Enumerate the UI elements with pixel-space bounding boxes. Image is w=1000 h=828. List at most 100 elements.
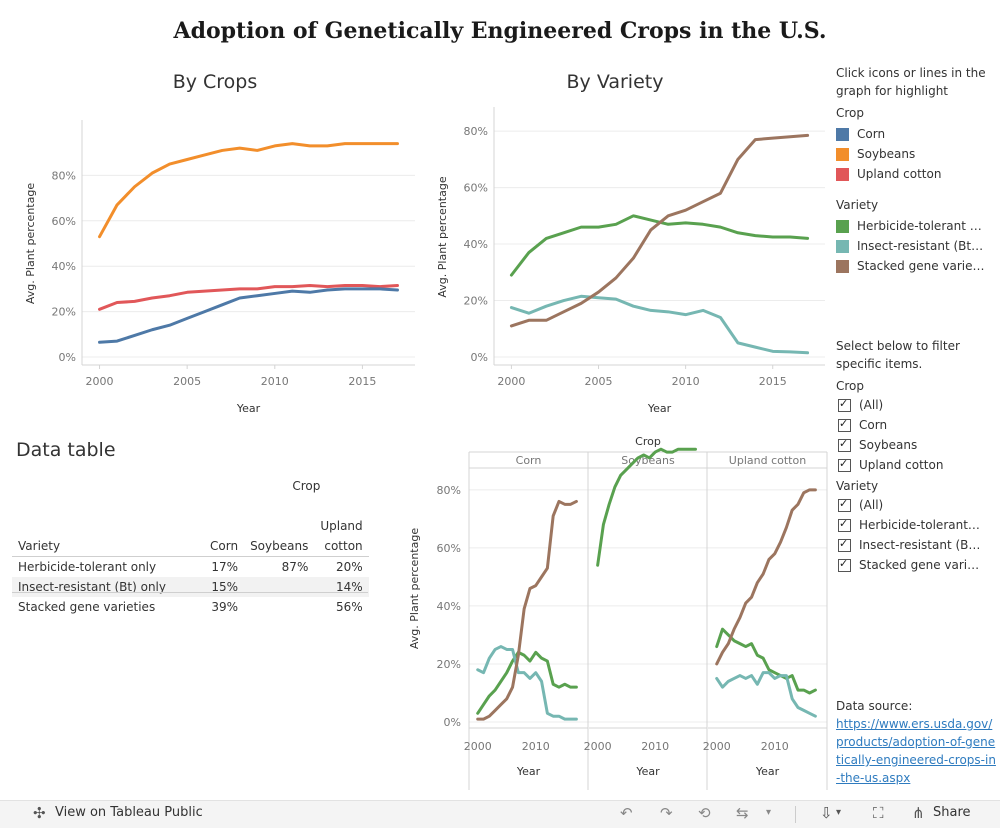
filter-instruction: Select below to filter specific items. [836,339,960,371]
legend-item-corn[interactable]: Corn [836,124,996,144]
facet-label-soybeans: Soybeans [621,454,675,467]
soybeans-swatch-icon [836,147,849,161]
checkbox-icon[interactable] [838,417,851,432]
cell-cotton: 14% [314,577,369,597]
y-tick-label: 0% [59,351,76,364]
row-variety: Insect-resistant (Bt) only [12,577,204,597]
x-tick-label: 2010 [672,375,700,388]
filter-variety-herbicide[interactable]: Herbicide-tolerant o... [836,515,996,535]
x-tick-label: 2010 [522,740,550,753]
cell-soybeans [244,577,315,597]
checkbox-icon[interactable] [838,437,851,452]
cell-cotton: 20% [335,560,363,574]
y-axis-title: Avg. Plant percentage [408,528,421,649]
table-crop-header: Crop [292,479,321,493]
checkbox-icon[interactable] [838,397,851,412]
cell-soybeans: 87% [281,560,309,574]
table-row[interactable]: Stacked gene varieties 39% 56% [12,597,369,617]
y-tick-label: 20% [437,658,461,671]
filter-variety-insect[interactable]: Insect-resistant (Bt)... [836,535,996,555]
view-on-tableau-public-link[interactable]: View on Tableau Public [55,805,203,820]
legend-crop-heading: Crop [836,106,865,120]
series-line-upland-cotton-herbicide-tolerant-only [715,627,817,695]
filter-crop-all[interactable]: (All) [836,395,996,415]
table-row[interactable]: Insect-resistant (Bt) only 15% 14% [12,577,369,597]
cell-corn: 39% [211,600,239,614]
x-axis-title: Year [635,765,660,778]
series-line-insect-resistant-bt-only [509,294,810,355]
table-col-soybeans: Soybeans [244,536,315,557]
x-tick-label: 2005 [173,375,201,388]
chevron-down-icon[interactable]: ▾ [766,807,772,818]
filter-variety-stacked[interactable]: Stacked gene varieti... [836,555,996,575]
facet-label-upland-cotton: Upland cotton [729,454,806,467]
tableau-icon: ✣ [33,804,46,822]
filter-label: Stacked gene varieti... [859,558,983,572]
series-line-upland-cotton [98,283,399,311]
facet-header: Crop [635,435,661,448]
dashboard-title: Adoption of Genetically Engineered Crops… [173,18,827,44]
y-axis-title: Avg. Plant percentage [436,176,449,297]
cotton-swatch-icon [836,167,849,181]
share-icon[interactable]: ⋔ [912,804,925,822]
series-line-soybeans-herbicide-tolerant-only [596,447,697,567]
table-col-upland: Upland [320,519,363,533]
legend-item-insect[interactable]: Insect-resistant (Bt) ... [836,236,996,256]
legend-instruction: Click icons or lines in the graph for hi… [836,66,986,98]
legend-item-stacked[interactable]: Stacked gene varieties [836,256,996,276]
undo-icon[interactable]: ↶ [620,804,633,822]
refresh-icon[interactable]: ⇆ [736,804,749,822]
x-tick-label: 2010 [761,740,789,753]
y-tick-label: 40% [52,260,76,273]
data-source-link[interactable]: https://www.ers.usda.gov/products/adopti… [836,717,996,785]
legend-label: Herbicide-tolerant o... [857,219,987,233]
legend-item-herbicide[interactable]: Herbicide-tolerant o... [836,216,996,236]
y-axis-title: Avg. Plant percentage [24,183,37,304]
x-tick-label: 2000 [86,375,114,388]
filter-label: Corn [859,418,888,432]
by-crops-chart[interactable]: 0% 20% 40% 60% 80% 2000 2005 2010 2015 Year Avg. P… [0,95,420,425]
y-tick-label: 60% [464,182,488,195]
legend-item-upland-cotton[interactable]: Upland cotton [836,164,996,184]
download-icon[interactable]: ⇩ [820,804,833,822]
legend-variety-heading: Variety [836,198,879,212]
series-line-corn-herbicide-tolerant-only [476,650,578,715]
series-line-upland-cotton-stacked-gene-varieties [715,488,817,666]
bottom-toolbar: ✣ View on Tableau Public ↶ ↷ ⟲ ⇆ ▾ ⇩ ▾ ⛶… [0,800,1000,828]
checkbox-icon[interactable] [838,457,851,472]
y-tick-label: 80% [464,125,488,138]
redo-icon[interactable]: ↷ [660,804,673,822]
data-table: Crop Upland Variety Corn Soybeans cotton… [12,476,369,617]
by-variety-chart[interactable]: 0% 20% 40% 60% 80% 2000 2005 2010 2015 Year Avg. P… [420,95,830,425]
faceted-variety-by-crop-chart[interactable]: Crop 0% 20% 40% 60% 80% Avg. Plant percentage C… [400,430,830,800]
filter-label: (All) [859,498,884,512]
checkbox-icon[interactable] [838,557,851,572]
cell-cotton: 56% [335,600,363,614]
filter-crop-soybeans[interactable]: Soybeans [836,435,996,455]
checkbox-icon[interactable] [838,517,851,532]
chevron-down-icon[interactable]: ▾ [836,807,842,818]
filter-crop-heading: Crop [836,379,865,393]
legend-panel: Click icons or lines in the graph for hi… [836,64,996,276]
legend-item-soybeans[interactable]: Soybeans [836,144,996,164]
filter-label: Soybeans [859,438,918,452]
filter-variety-all[interactable]: (All) [836,495,996,515]
table-col-corn: Corn [204,536,245,557]
chart-title-by-variety: By Variety [566,71,664,93]
data-table-heading: Data table [16,439,116,461]
share-button[interactable]: Share [933,805,971,820]
fullscreen-icon[interactable]: ⛶ [873,804,884,822]
filter-crop-upland-cotton[interactable]: Upland cotton [836,455,996,475]
table-col-cotton: cotton [314,536,369,557]
series-line-corn-insect-resistant-bt-only [476,645,578,721]
data-source: Data source: https://www.ers.usda.gov/pr… [836,697,996,787]
checkbox-icon[interactable] [838,537,851,552]
table-row[interactable]: Herbicide-tolerant only 17% 87% 20% [12,557,369,578]
series-line-corn-stacked-gene-varieties [476,499,578,721]
series-line-stacked-gene-varieties [509,133,810,328]
checkbox-icon[interactable] [838,497,851,512]
revert-icon[interactable]: ⟲ [698,804,711,822]
herbicide-swatch-icon [836,219,849,233]
x-tick-label: 2000 [464,740,492,753]
filter-crop-corn[interactable]: Corn [836,415,996,435]
